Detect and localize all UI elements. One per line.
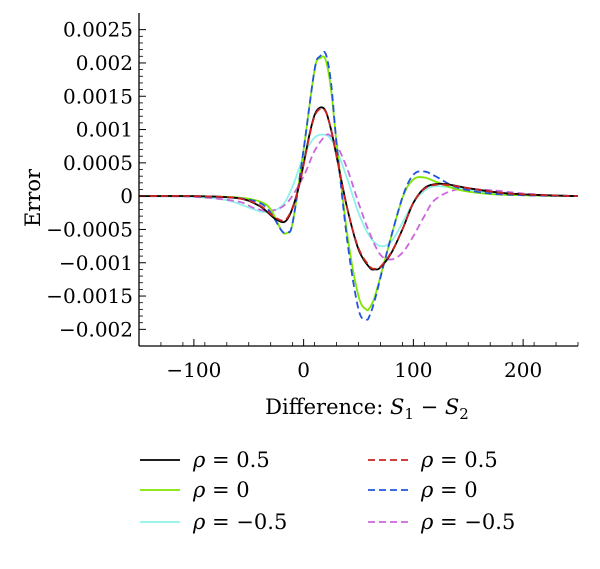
y-tick-label: −0.001 [59,251,133,275]
y-tick-label: 0.0015 [63,84,133,108]
y-tick-label: −0.002 [59,317,133,341]
legend-label: ρ = 0 [420,478,478,502]
legend-label: ρ = 0.5 [420,448,498,472]
axes: −0.002 −0.0015 −0.001 −0.0005 0 0.0005 0.001 0.… [46,13,579,382]
y-tick-label: −0.0005 [46,217,133,241]
y-tick-label: −0.0015 [46,284,133,308]
series-line-dashed-4 [138,50,579,321]
x-axis-label: Difference: S1 − S2 [265,395,469,423]
x-tick-label: −100 [166,358,221,382]
x-tick-label: 0 [297,358,310,382]
series-line-solid-2 [138,133,579,248]
legend-label: ρ = −0.5 [192,510,287,534]
y-tick-label: 0.002 [76,51,133,75]
legend-label: ρ = 0.5 [192,448,270,472]
x-tick-label: 200 [504,358,542,382]
series-line-solid-1 [138,55,579,312]
legend-label: ρ = −0.5 [420,510,515,534]
legend: ρ = 0.5 ρ = 0 ρ = −0.5 ρ = 0.5 ρ = 0 ρ = −0.5 [140,448,515,534]
y-tick-label: 0.0025 [63,18,133,42]
legend-label: ρ = 0 [192,478,250,502]
y-axis-label: Error [21,168,45,227]
y-tick-label: 0 [120,184,133,208]
y-tick-label: 0.001 [76,118,133,142]
series-line-dashed-3 [138,107,579,270]
x-tick-label: 100 [394,358,432,382]
y-tick-label: 0.0005 [63,151,133,175]
series-layer [138,50,579,321]
series-line-solid-0 [138,106,579,271]
